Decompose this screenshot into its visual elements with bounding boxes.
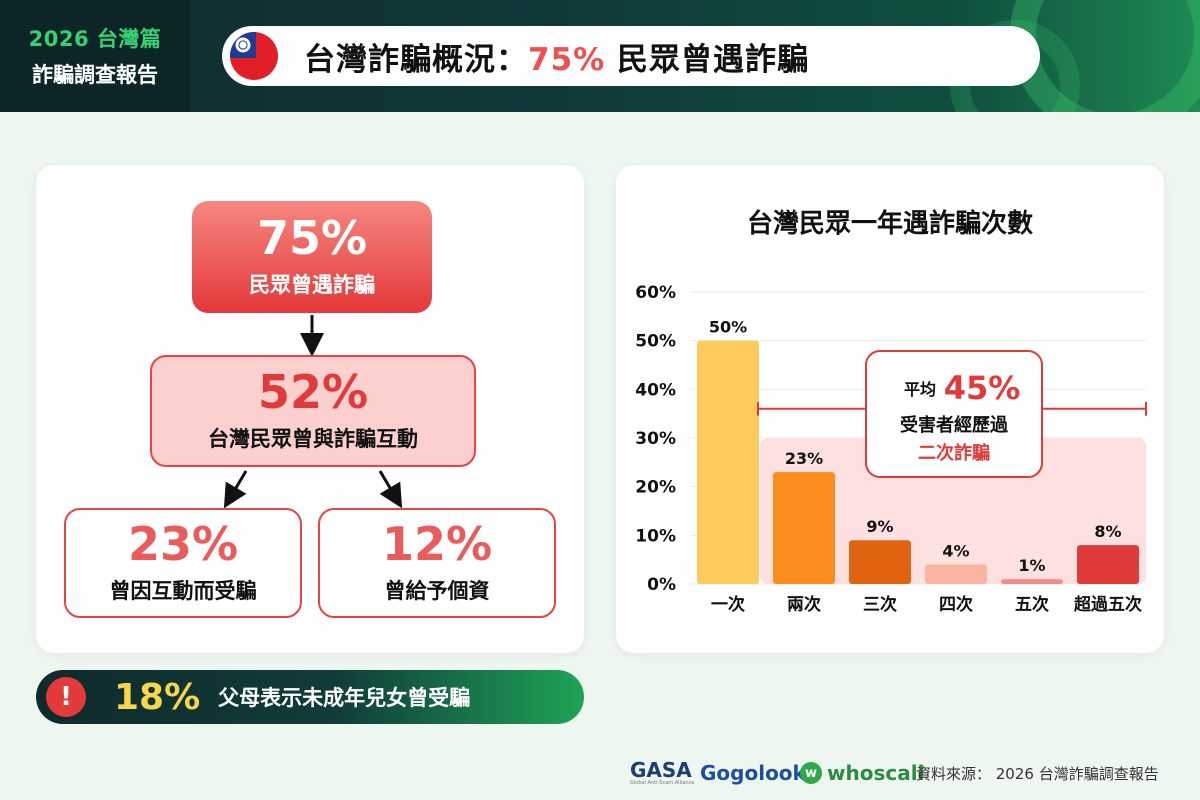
- funnel-encountered-pct: 75%: [256, 211, 368, 265]
- alert-text: 父母表示未成年兒女曾受騙: [218, 686, 471, 710]
- gogolook-logo: Gogolook: [700, 761, 806, 785]
- bar-value-label: 4%: [942, 542, 969, 561]
- y-tick-label: 30%: [635, 429, 676, 449]
- page-title-pill: 台灣詐騙概況：75% 民眾曾遇詐騙: [222, 26, 1040, 86]
- bar: [849, 540, 911, 584]
- funnel-interacted: 52% 台灣民眾曾與詐騙互動: [150, 355, 476, 467]
- arrow-down-right-icon: [378, 470, 403, 509]
- x-tick-label: 五次: [1015, 594, 1049, 615]
- bar-value-label: 9%: [866, 517, 893, 536]
- funnel-encountered: 75% 民眾曾遇詐騙: [192, 201, 432, 313]
- funnel-gave-data-pct: 12%: [381, 517, 493, 571]
- scam-funnel-card: 75% 民眾曾遇詐騙 52% 台灣民眾曾與詐騙互動 23% 曾因互動而受騙 12…: [36, 165, 584, 653]
- page-title-main: 台灣詐騙概況：: [304, 41, 528, 78]
- funnel-scammed-pct: 23%: [127, 517, 239, 571]
- bar: [1001, 579, 1063, 584]
- annotation-prefix: 平均: [904, 380, 936, 399]
- x-tick-label: 一次: [711, 594, 745, 615]
- frequency-bar-chart: 0% 10% 20% 30% 40% 50% 60% 50% 一次 23% 兩次 9% 三次 4% 四次 1%…: [635, 283, 1147, 615]
- y-tick-label: 0%: [647, 575, 676, 595]
- taiwan-flag-icon: [230, 32, 278, 80]
- funnel-encountered-label: 民眾曾遇詐騙: [249, 273, 375, 297]
- bar: [697, 340, 759, 584]
- page-title-highlight: 75%: [528, 41, 606, 78]
- annotation-line2: 二次詐騙: [918, 442, 990, 464]
- brand-year: 2026 台灣篇: [28, 27, 162, 51]
- y-tick-label: 40%: [635, 380, 676, 400]
- bar: [925, 564, 987, 584]
- funnel-gave-data-label: 曾給予個資: [384, 579, 490, 603]
- brand-report-name: 詐騙調查報告: [32, 63, 158, 87]
- frequency-chart-card: 台灣民眾一年遇詐騙次數 0% 10% 20% 30% 40% 50% 60% 50% 一次 23%…: [616, 165, 1164, 653]
- annotation-line1: 受害者經歷過: [900, 414, 1009, 436]
- children-alert-bar: ! 18% 父母表示未成年兒女曾受騙: [36, 670, 584, 724]
- x-tick-label: 兩次: [787, 594, 821, 615]
- bar: [773, 472, 835, 584]
- annotation-box: [865, 350, 1043, 478]
- header-banner: 2026 台灣篇 詐騙調查報告 台灣詐騙概況：75% 民眾曾遇詐騙: [0, 0, 1200, 112]
- funnel-scammed: 23% 曾因互動而受騙: [64, 508, 302, 618]
- page-title-tail: 民眾曾遇詐騙: [605, 41, 809, 78]
- bar-value-label: 1%: [1018, 556, 1045, 575]
- exclamation-icon: !: [46, 677, 86, 717]
- funnel-interacted-pct: 52%: [257, 365, 369, 419]
- y-tick-label: 20%: [635, 478, 676, 498]
- alert-pct: 18%: [114, 676, 201, 718]
- y-tick-label: 50%: [635, 332, 676, 352]
- page-title: 台灣詐騙概況：75% 民眾曾遇詐騙: [304, 34, 809, 79]
- arrow-down-left-icon: [223, 470, 248, 509]
- funnel-arrows: [223, 315, 403, 509]
- x-tick-label: 四次: [939, 594, 973, 615]
- x-tick-label: 三次: [863, 594, 897, 615]
- bar-value-label: 50%: [709, 318, 747, 337]
- whoscall-icon: w: [800, 762, 822, 784]
- funnel-scammed-label: 曾因互動而受騙: [109, 579, 257, 603]
- report-brand: 2026 台灣篇 詐騙調查報告: [0, 0, 190, 112]
- gasa-logo-text: GASA: [630, 758, 692, 782]
- annotation-pct: 45%: [944, 369, 1021, 407]
- y-tick-label: 10%: [635, 526, 676, 546]
- gasa-logo-subtext: Global Anti-Scam Alliance: [630, 780, 695, 786]
- gasa-logo: GASA Global Anti-Scam Alliance: [630, 758, 694, 788]
- y-tick-label: 60%: [635, 283, 676, 303]
- bar-value-label: 23%: [785, 449, 823, 468]
- whoscall-logo-text: whoscall: [827, 761, 925, 785]
- data-source-note: 資料來源： 2026 台灣詐騙調查報告: [916, 764, 1159, 783]
- bar-value-label: 8%: [1094, 522, 1121, 541]
- funnel-interacted-label: 台灣民眾曾與詐騙互動: [208, 427, 418, 451]
- chart-title: 台灣民眾一年遇詐騙次數: [746, 209, 1033, 239]
- x-tick-label: 超過五次: [1074, 594, 1142, 615]
- bar: [1077, 545, 1139, 584]
- funnel-gave-data: 12% 曾給予個資: [318, 508, 556, 618]
- whoscall-logo: w whoscall: [800, 758, 924, 788]
